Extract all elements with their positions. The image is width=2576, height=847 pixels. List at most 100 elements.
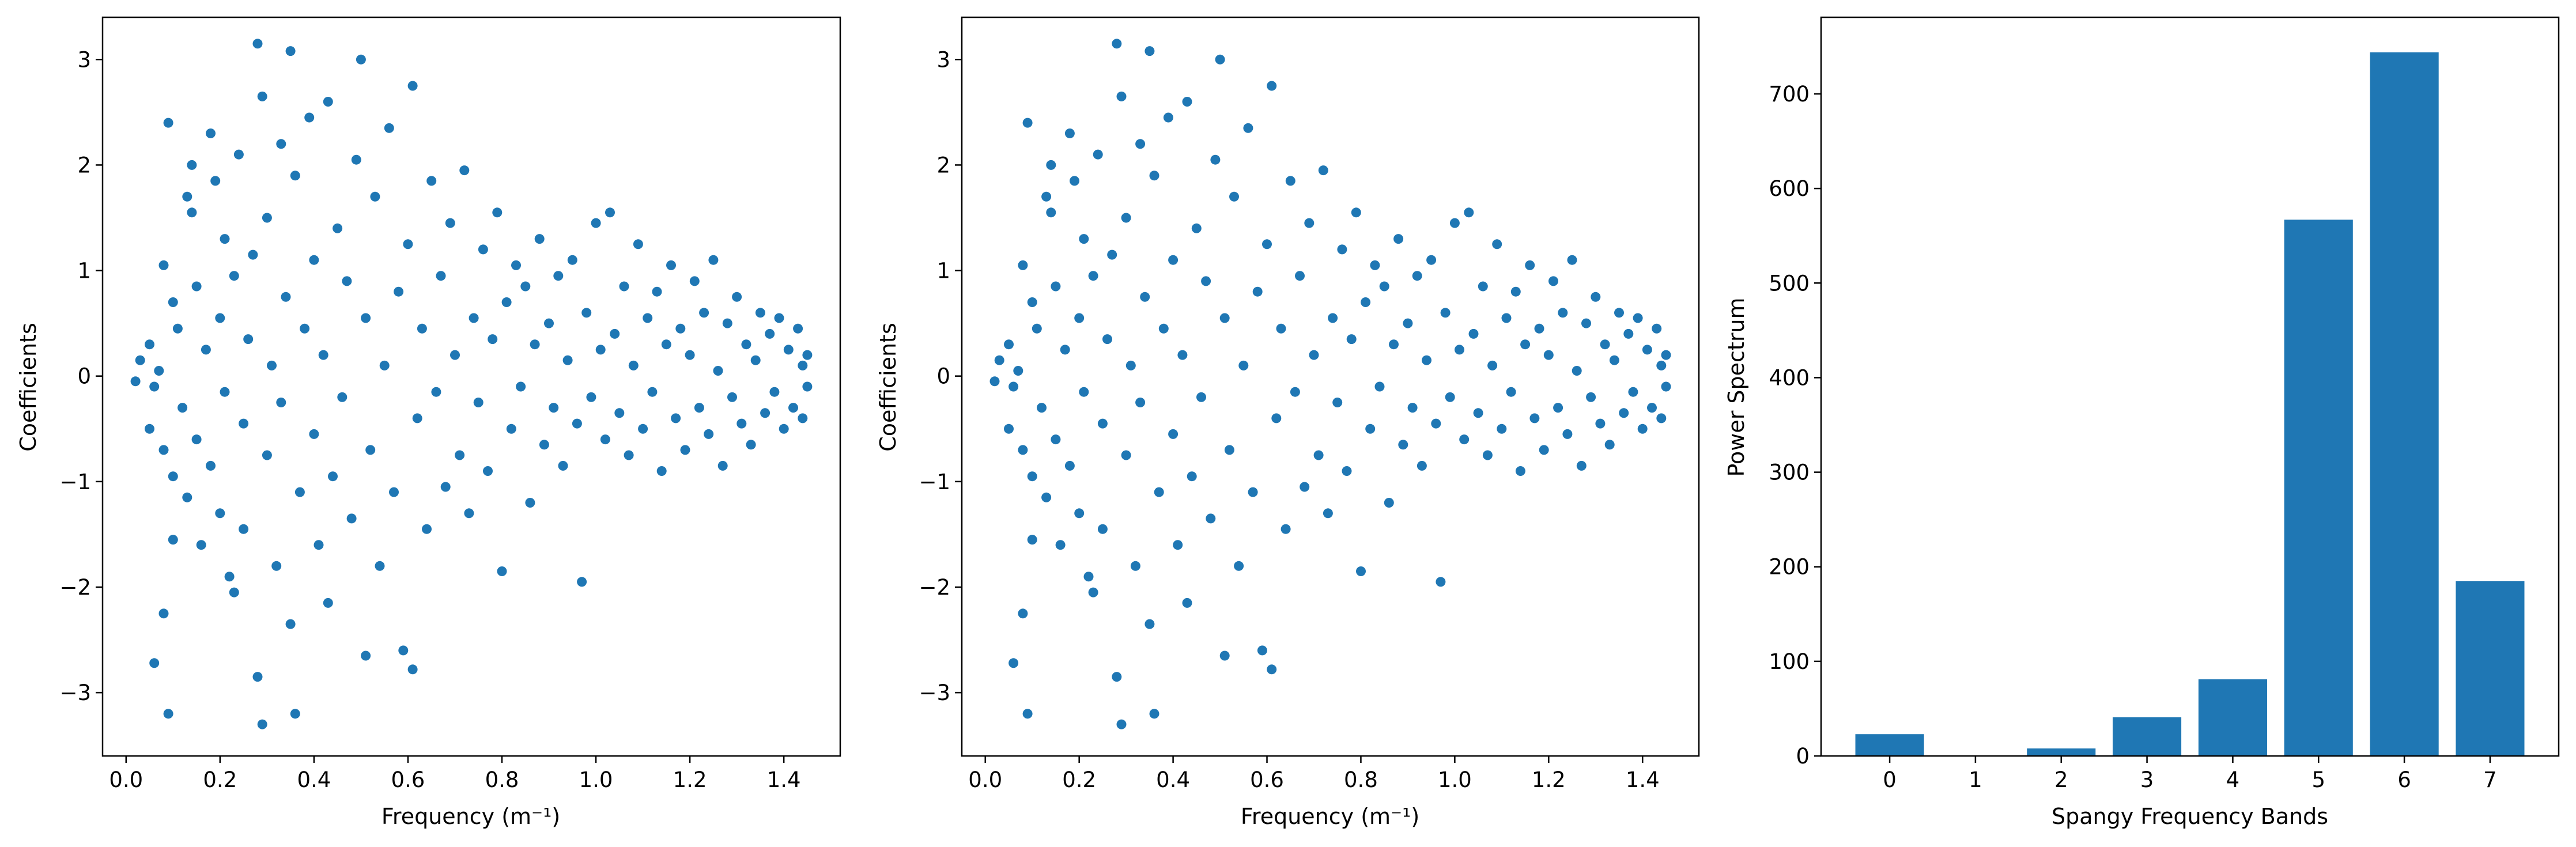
left-scatter-point	[172, 323, 183, 334]
left-scatter-point	[313, 540, 324, 550]
middle-scatter-point	[1018, 608, 1028, 619]
left-scatter-point	[567, 255, 577, 265]
left-y-tick-label: 3	[77, 47, 91, 72]
left-scatter-point	[769, 387, 780, 397]
middle-scatter-point	[1051, 434, 1061, 445]
middle-scatter-point	[1379, 281, 1389, 292]
left-scatter-point	[671, 413, 681, 423]
left-scatter-point	[624, 450, 634, 460]
middle-scatter-point	[1567, 255, 1577, 265]
middle-scatter-point	[1140, 292, 1150, 302]
left-scatter-point	[271, 561, 282, 571]
left-scatter-point	[149, 381, 160, 392]
left-x-tick-label: 1.4	[767, 767, 801, 792]
left-scatter-point	[581, 308, 592, 318]
left-scatter-point	[281, 292, 291, 302]
middle-scatter-point	[1520, 339, 1531, 350]
left-x-tick-label: 0.8	[485, 767, 519, 792]
middle-scatter-point	[1459, 434, 1470, 445]
left-scatter-point	[422, 524, 432, 534]
right-xlabel: Spangy Frequency Bands	[2052, 804, 2328, 829]
left-scatter-point	[407, 664, 418, 675]
middle-scatter-point	[1173, 540, 1183, 550]
middle-scatter-point	[1623, 328, 1634, 339]
left-scatter-point	[375, 561, 385, 571]
middle-scatter-point	[1064, 128, 1075, 138]
middle-scatter-point	[1510, 286, 1521, 297]
left-x-tick-label: 0.4	[297, 767, 331, 792]
left-scatter-point	[610, 328, 620, 339]
middle-scatter-point	[1248, 487, 1258, 497]
middle-scatter-point	[1403, 318, 1413, 328]
middle-scatter-point	[1619, 408, 1629, 418]
left-scatter-point	[229, 271, 239, 281]
left-scatter-point	[798, 413, 808, 423]
middle-scatter-point	[1604, 440, 1615, 450]
left-scatter-point	[750, 355, 761, 365]
left-scatter-point	[638, 423, 648, 434]
middle-scatter-point	[1079, 387, 1089, 397]
left-scatter-point	[473, 398, 484, 407]
left-scatter-point	[469, 313, 479, 323]
right-bar-6	[2370, 52, 2439, 757]
middle-scatter-point	[1581, 318, 1591, 328]
middle-scatter-point	[1468, 328, 1479, 339]
left-scatter-point	[619, 281, 629, 292]
middle-scatter-point	[1121, 450, 1131, 460]
left-scatter-point	[294, 487, 305, 497]
middle-scatter-point	[1201, 276, 1211, 286]
middle-scatter-point	[1281, 524, 1291, 534]
left-scatter-point	[647, 387, 658, 397]
middle-scatter-point	[1515, 466, 1525, 476]
left-scatter-point	[309, 429, 319, 439]
middle-scatter-point	[1309, 350, 1319, 360]
left-scatter-point	[145, 423, 154, 434]
middle-scatter-point	[1051, 281, 1061, 292]
left-scatter-point	[483, 466, 493, 476]
middle-scatter-point	[1529, 413, 1540, 423]
middle-scatter-point	[1046, 207, 1056, 218]
middle-scatter-point	[1018, 260, 1028, 270]
left-scatter-point	[765, 328, 775, 339]
right-y-tick-label: 700	[1769, 82, 1810, 107]
middle-scatter-point	[1572, 366, 1582, 376]
middle-scatter-point	[1112, 672, 1122, 682]
middle-scatter-point	[1525, 260, 1535, 270]
left-scatter-point	[501, 297, 512, 307]
left-scatter-point	[394, 286, 404, 297]
middle-scatter-point	[1187, 471, 1197, 482]
left-scatter-point	[215, 508, 225, 519]
left-scatter-point	[158, 445, 169, 455]
left-scatter-point	[149, 658, 160, 668]
middle-scatter-point	[1342, 466, 1352, 476]
left-scatter-point	[285, 46, 296, 56]
left-scatter-point	[553, 271, 564, 281]
middle-x-tick-label: 0.0	[968, 767, 1002, 792]
left-scatter-point	[262, 213, 272, 223]
left-scatter-point	[224, 572, 235, 582]
middle-scatter-point	[1497, 423, 1507, 434]
middle-scatter-point	[1365, 423, 1376, 434]
left-scatter-point	[417, 323, 427, 334]
left-scatter-point	[337, 392, 348, 402]
middle-scatter-point	[1614, 308, 1624, 318]
right-y-tick-label: 0	[1796, 744, 1810, 769]
left-scatter-point	[680, 445, 690, 455]
middle-scatter-point	[1032, 323, 1042, 334]
middle-scatter-point	[1295, 271, 1305, 281]
right-x-tick-label: 0	[1883, 767, 1897, 792]
left-scatter-point	[586, 392, 596, 402]
left-scatter-point	[412, 413, 422, 423]
left-scatter-point	[464, 508, 474, 519]
left-scatter-point	[182, 492, 192, 502]
right-bar-5	[2284, 220, 2353, 756]
middle-scatter-point	[1576, 460, 1587, 471]
middle-scatter-point	[1398, 440, 1408, 450]
left-scatter-point	[708, 255, 719, 265]
middle-scatter-point	[1389, 339, 1399, 350]
middle-scatter-point	[1027, 471, 1037, 482]
middle-scatter-point	[1661, 381, 1671, 392]
left-scatter-point	[389, 487, 399, 497]
right-bar-4	[2198, 679, 2267, 756]
middle-ylabel: Coefficients	[875, 323, 901, 452]
